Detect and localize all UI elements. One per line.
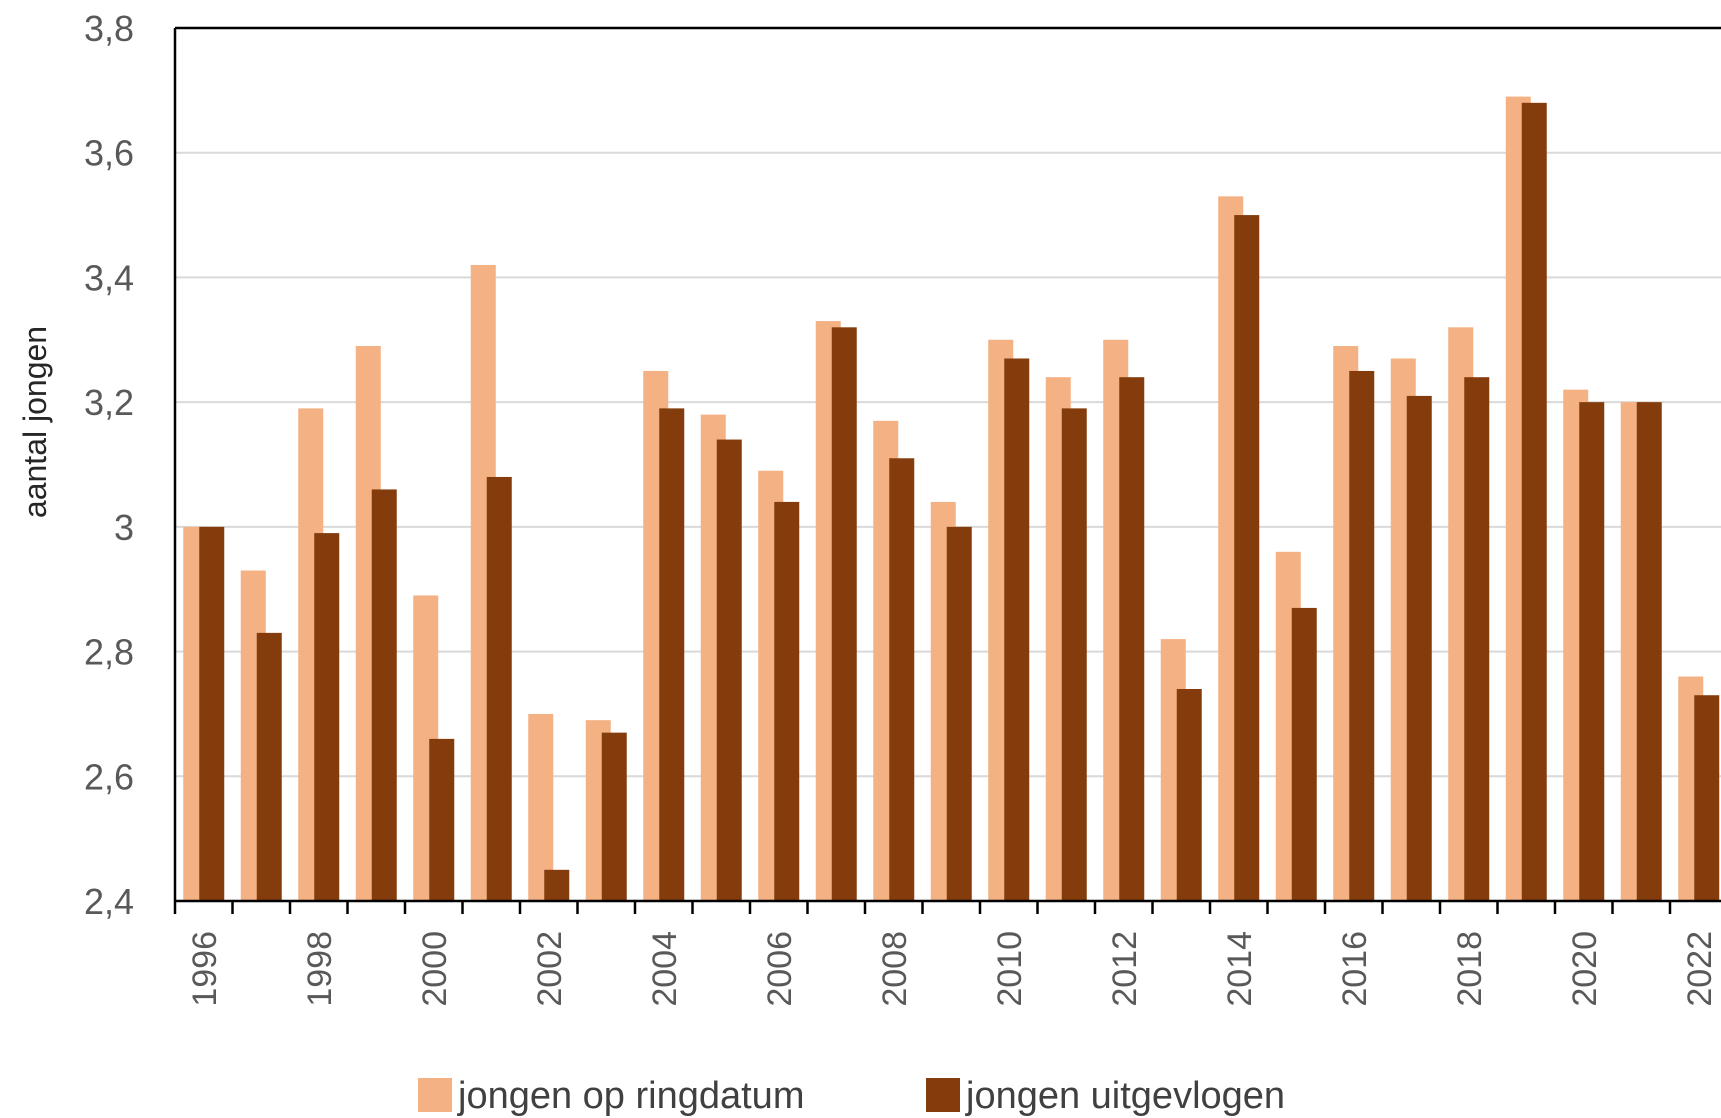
legend-swatch-series-1 (418, 1078, 452, 1112)
bar-uitgevlogen-2022 (1694, 695, 1720, 901)
x-tick-label: 2022 (1681, 931, 1719, 1007)
bar-uitgevlogen-2002 (544, 869, 570, 901)
y-tick-label: 3,4 (84, 257, 134, 298)
bar-uitgevlogen-2011 (1061, 408, 1087, 901)
bar-uitgevlogen-2009 (946, 526, 972, 901)
y-tick-label: 2,4 (84, 881, 134, 922)
legend-label-series-2: jongen uitgevlogen (965, 1075, 1285, 1117)
y-tick-label: 3,6 (84, 133, 134, 174)
legend-label-series-1: jongen op ringdatum (457, 1075, 804, 1117)
bar-uitgevlogen-1998 (314, 533, 340, 901)
bar-uitgevlogen-1997 (256, 632, 282, 901)
y-tick-label: 3,2 (84, 382, 134, 423)
bar-uitgevlogen-2016 (1349, 370, 1375, 901)
x-tick-label: 2020 (1566, 931, 1604, 1007)
y-tick-label: 3 (114, 507, 134, 548)
x-tick-label: 1998 (301, 931, 339, 1007)
x-tick-label: 2002 (531, 931, 569, 1007)
bar-uitgevlogen-2008 (889, 458, 915, 901)
bar-uitgevlogen-2006 (774, 501, 800, 901)
bar-uitgevlogen-2020 (1579, 402, 1605, 901)
bar-uitgevlogen-2005 (716, 439, 742, 901)
bar-uitgevlogen-2003 (601, 732, 627, 901)
y-axis-ticks: 2,4 2,6 2,8 3 3,2 3,4 3,6 3,8 (84, 8, 134, 922)
x-tick-label: 2008 (876, 931, 914, 1007)
y-axis-label: aantal jongen (17, 326, 53, 518)
bar-uitgevlogen-2010 (1004, 358, 1030, 901)
x-axis-ticks: 1996 1998 2000 2002 2004 2006 2008 2010 2012 2014… (173, 901, 1719, 1007)
x-tick-label: 2014 (1221, 931, 1259, 1007)
x-tick-label: 2000 (416, 931, 454, 1007)
bar-uitgevlogen-1996 (199, 526, 225, 901)
bar-uitgevlogen-2007 (831, 327, 857, 901)
x-tick-label: 1996 (186, 931, 224, 1007)
x-tick-label: 2006 (761, 931, 799, 1007)
bar-uitgevlogen-2012 (1119, 377, 1145, 901)
x-tick-label: 2010 (991, 931, 1029, 1007)
bar-uitgevlogen-2004 (659, 408, 685, 901)
bar-uitgevlogen-2015 (1291, 607, 1317, 901)
x-tick-label: 2004 (646, 931, 684, 1007)
y-tick-label: 2,8 (84, 632, 134, 673)
y-tick-label: 3,8 (84, 8, 134, 49)
bar-uitgevlogen-2001 (486, 476, 512, 901)
x-tick-label: 2016 (1336, 931, 1374, 1007)
plot-frame (173, 26, 1721, 903)
bar-uitgevlogen-2021 (1636, 402, 1662, 901)
y-tick-label: 2,6 (84, 756, 134, 797)
bars (183, 96, 1720, 902)
x-tick-label: 2018 (1451, 931, 1489, 1007)
bar-uitgevlogen-2013 (1176, 688, 1202, 901)
bar-uitgevlogen-2018 (1464, 377, 1490, 901)
bar-uitgevlogen-2000 (429, 738, 455, 901)
legend: jongen op ringdatum jongen uitgevlogen (418, 1075, 1285, 1117)
bar-uitgevlogen-1999 (371, 489, 397, 901)
bar-uitgevlogen-2014 (1234, 215, 1260, 902)
x-tick-label: 2012 (1106, 931, 1144, 1007)
bar-uitgevlogen-2019 (1521, 102, 1547, 902)
bar-uitgevlogen-2017 (1406, 395, 1432, 901)
legend-swatch-series-2 (926, 1078, 960, 1112)
